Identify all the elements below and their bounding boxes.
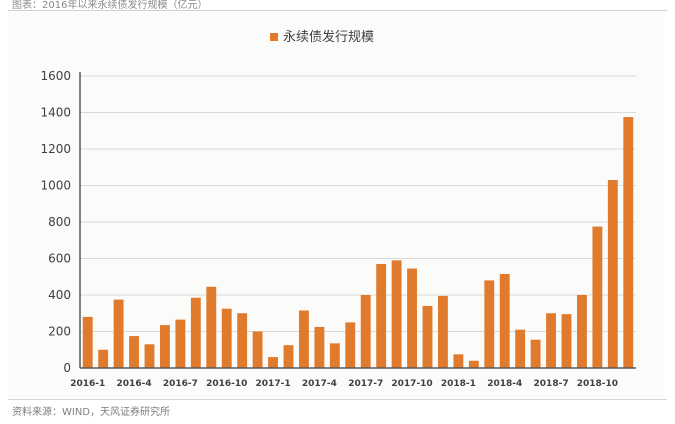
bar-2018-11: [607, 180, 618, 368]
y-tick-label: 1000: [40, 179, 71, 193]
bar-2016-12: [252, 331, 263, 368]
y-tick-label: 800: [48, 215, 71, 229]
bar-2018-1: [453, 354, 464, 368]
bar-2017-4: [314, 326, 325, 368]
x-axis: 2016-1 2016-4 2016-7 2016-10 2017-1 2017-4 201…: [70, 367, 636, 389]
bar-2018-7: [546, 313, 556, 368]
bar-2016-5: [144, 344, 155, 368]
y-tick-label: 1400: [40, 106, 71, 120]
legend-label: 永续债发行规模: [283, 29, 374, 45]
legend-swatch: [270, 33, 278, 41]
bar-2018-9: [577, 295, 587, 368]
x-tick-label: 2017-7: [348, 379, 383, 389]
bar-2018-2: [468, 360, 479, 368]
x-tick-label: 2017-4: [302, 379, 337, 389]
bar-2017-5: [329, 343, 340, 368]
bar-2018-10: [592, 226, 603, 368]
bar-2016-9: [206, 286, 217, 368]
bar-2017-6: [345, 322, 356, 369]
bar-2018-6: [530, 339, 541, 368]
top-divider: [8, 10, 667, 11]
bar-2018-4: [499, 274, 510, 368]
x-tick-label: 2018-4: [487, 379, 522, 389]
figure-caption: 图表：2016年以来永续债发行规模（亿元）: [12, 0, 208, 11]
x-tick-label: 2017-1: [256, 379, 291, 389]
x-tick-label: 2016-10: [206, 379, 247, 389]
bar-2016-7: [175, 319, 186, 368]
chart-area: 永续债发行规模 0 200 400 600 800 1000 1200 1400 1600 20…: [8, 12, 664, 397]
y-tick-label: 200: [48, 325, 71, 339]
y-tick-label: 1600: [40, 69, 71, 83]
y-axis: 0 200 400 600 800 1000 1200 1400 1600: [40, 69, 81, 375]
bar-2018-12: [623, 117, 634, 368]
bar-2017-2: [283, 345, 294, 368]
bar-2018-5: [515, 329, 526, 368]
bar-2017-12: [438, 295, 448, 368]
chart-bars: [82, 117, 634, 369]
bar-2017-11: [422, 305, 433, 368]
bar-2017-10: [407, 268, 417, 368]
bottom-divider: [8, 399, 667, 400]
chart-legend: 永续债发行规模: [270, 29, 374, 45]
bar-2016-3: [113, 299, 124, 368]
y-tick-label: 400: [48, 288, 71, 302]
bar-2016-8: [190, 297, 201, 368]
y-tick-label: 0: [63, 361, 71, 375]
bar-chart: 永续债发行规模 0 200 400 600 800 1000 1200 1400 1600 20…: [40, 29, 636, 389]
x-tick-label: 2018-10: [577, 379, 618, 389]
source-note: 资料来源：WIND，天风证券研究所: [12, 407, 171, 418]
x-tick-label: 2016-7: [163, 379, 198, 389]
x-tick-label: 2018-1: [441, 379, 476, 389]
x-tick-label: 2018-7: [534, 379, 569, 389]
bar-2018-8: [561, 314, 572, 368]
bar-2016-4: [129, 336, 139, 368]
bar-2017-9: [391, 260, 402, 368]
bar-2016-10: [221, 308, 232, 368]
bar-2017-1: [268, 357, 278, 368]
bar-2016-2: [98, 349, 109, 368]
bar-2017-8: [376, 263, 387, 368]
bar-2016-11: [237, 313, 248, 368]
y-tick-label: 600: [48, 252, 71, 266]
bar-2016-6: [160, 325, 170, 368]
bar-2017-3: [299, 310, 309, 368]
x-tick-label: 2016-4: [117, 379, 152, 389]
y-tick-label: 1200: [40, 142, 71, 156]
bar-2018-3: [484, 280, 495, 368]
bar-2017-7: [360, 295, 371, 368]
x-tick-label: 2017-10: [391, 379, 432, 389]
x-tick-label: 2016-1: [70, 379, 105, 389]
bar-2016-1: [82, 316, 93, 368]
